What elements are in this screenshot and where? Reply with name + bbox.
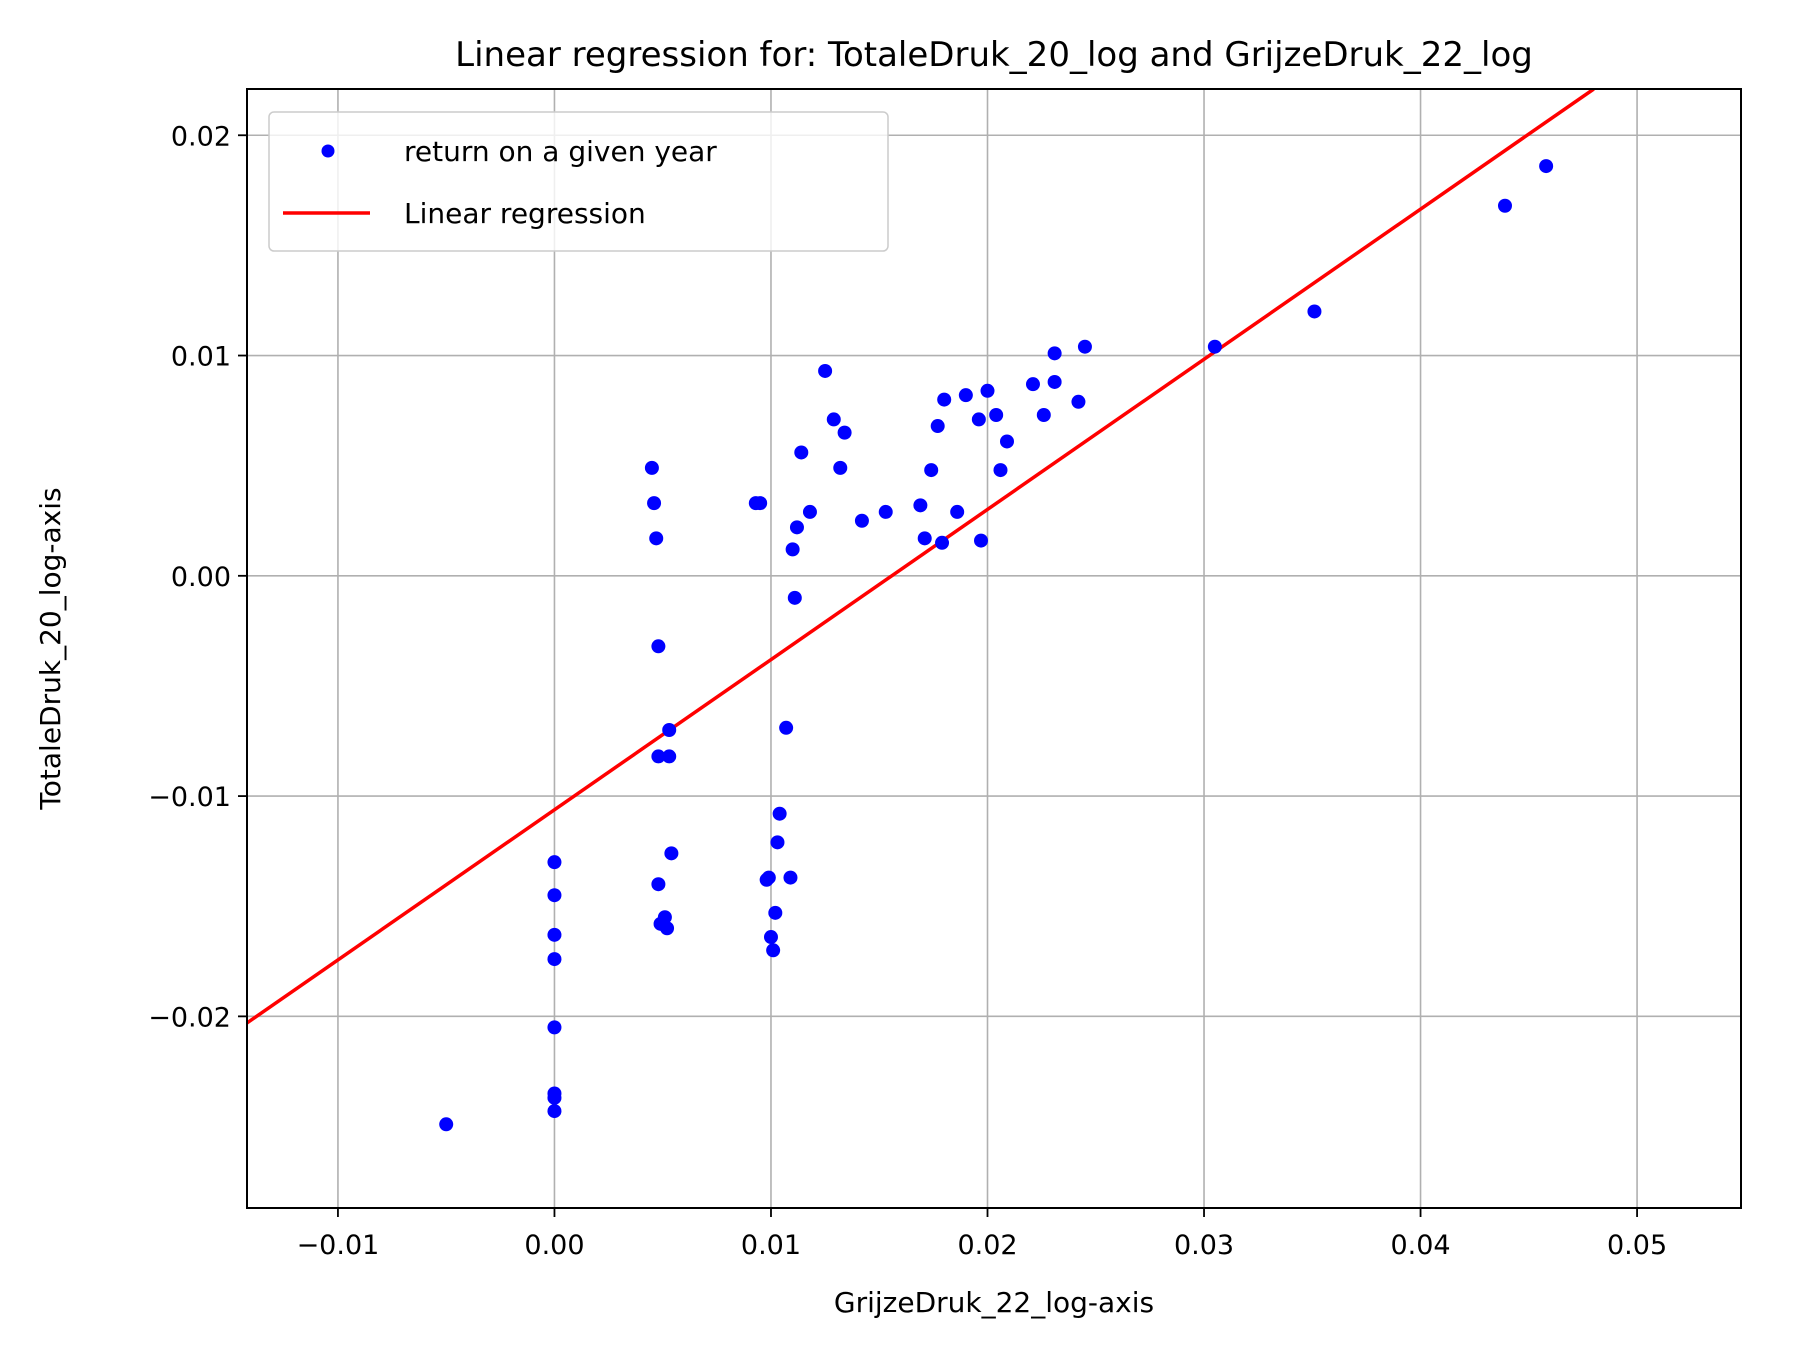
scatter-point	[651, 749, 666, 764]
regression-line-layer	[247, 89, 1595, 1025]
scatter-point	[837, 425, 852, 440]
x-tick-label: 0.00	[524, 1230, 584, 1261]
scatter-points-layer	[439, 159, 1554, 1132]
scatter-point	[950, 504, 965, 519]
y-tick-label: −0.02	[148, 1002, 231, 1033]
scatter-point	[547, 952, 562, 967]
scatter-point	[878, 504, 893, 519]
x-tick-label: 0.05	[1607, 1230, 1667, 1261]
scatter-point	[1207, 339, 1222, 354]
scatter-point	[789, 520, 804, 535]
legend: return on a given year Linear regression	[268, 111, 889, 252]
scatter-point	[1307, 304, 1322, 319]
scatter-point	[768, 905, 783, 920]
scatter-point	[763, 930, 778, 945]
scatter-point	[1077, 339, 1092, 354]
scatter-point	[930, 419, 945, 434]
scatter-point	[794, 445, 809, 460]
scatter-point	[1025, 377, 1040, 392]
scatter-point	[783, 870, 798, 885]
scatter-point	[826, 412, 841, 427]
scatter-point	[913, 498, 928, 513]
x-tick-label: −0.01	[297, 1230, 380, 1261]
scatter-point	[547, 1090, 562, 1105]
scatter-point	[772, 806, 787, 821]
scatter-point	[993, 463, 1008, 478]
scatter-point	[662, 749, 677, 764]
scatter-point	[779, 720, 794, 735]
y-tick-label: −0.01	[148, 782, 231, 813]
scatter-point	[651, 639, 666, 654]
chart-title: Linear regression for: TotaleDruk_20_log…	[455, 35, 1533, 75]
scatter-point	[818, 363, 833, 378]
scatter-point	[1047, 346, 1062, 361]
y-tick-label: 0.01	[171, 342, 231, 373]
scatter-point	[937, 392, 952, 407]
regression-line	[247, 89, 1595, 1025]
x-axis-label: GrijzeDruk_22_log-axis	[834, 1286, 1154, 1319]
scatter-point	[785, 542, 800, 557]
scatter-point	[935, 535, 950, 550]
legend-scatter-marker	[321, 144, 335, 158]
plot-frame	[246, 88, 1742, 1209]
scatter-point	[547, 888, 562, 903]
scatter-point	[1071, 394, 1086, 409]
y-axis-ticks: −0.02 −0.01 0.00 0.01 0.02	[148, 121, 247, 1033]
scatter-point	[924, 463, 939, 478]
scatter-point	[917, 531, 932, 546]
scatter-point	[651, 877, 666, 892]
x-axis-ticks: −0.01 0.00 0.01 0.02 0.03 0.04 0.05	[297, 1208, 1667, 1261]
x-tick-label: 0.01	[741, 1230, 801, 1261]
scatter-point	[974, 533, 989, 548]
scatter-point	[662, 723, 677, 738]
scatter-point	[999, 434, 1014, 449]
scatter-point	[547, 927, 562, 942]
legend-label-regression: Linear regression	[404, 197, 646, 230]
scatter-point	[753, 496, 768, 511]
scatter-point	[787, 590, 802, 605]
scatter-point	[647, 496, 662, 511]
scatter-point	[989, 408, 1004, 423]
scatter-point	[660, 921, 675, 936]
scatter-point	[971, 412, 986, 427]
y-tick-label: 0.00	[171, 562, 231, 593]
scatter-point	[833, 460, 848, 475]
scatter-point	[1539, 159, 1554, 174]
scatter-point	[958, 388, 973, 403]
scatter-point	[1036, 408, 1051, 423]
legend-box	[268, 111, 889, 252]
scatter-point	[766, 943, 781, 958]
y-axis-label: TotaleDruk_20_log-axis	[34, 487, 67, 810]
scatter-point	[439, 1117, 454, 1132]
scatter-point	[649, 531, 664, 546]
scatter-point	[761, 870, 776, 885]
grid	[247, 89, 1741, 1208]
scatter-point	[644, 460, 659, 475]
plot-area	[247, 89, 1595, 1132]
scatter-point	[657, 910, 672, 925]
x-tick-label: 0.02	[957, 1230, 1017, 1261]
scatter-point	[980, 383, 995, 398]
scatter-point	[547, 1020, 562, 1035]
scatter-point	[664, 846, 679, 861]
x-tick-label: 0.03	[1174, 1230, 1234, 1261]
scatter-point	[770, 835, 785, 850]
scatter-point	[547, 1104, 562, 1119]
scatter-point	[802, 504, 817, 519]
y-tick-label: 0.02	[171, 121, 231, 152]
scatter-point	[854, 513, 869, 528]
x-tick-label: 0.04	[1390, 1230, 1450, 1261]
scatter-point	[1497, 198, 1512, 213]
scatter-point	[547, 855, 562, 870]
legend-label-scatter: return on a given year	[404, 135, 717, 168]
scatter-point	[1047, 374, 1062, 389]
